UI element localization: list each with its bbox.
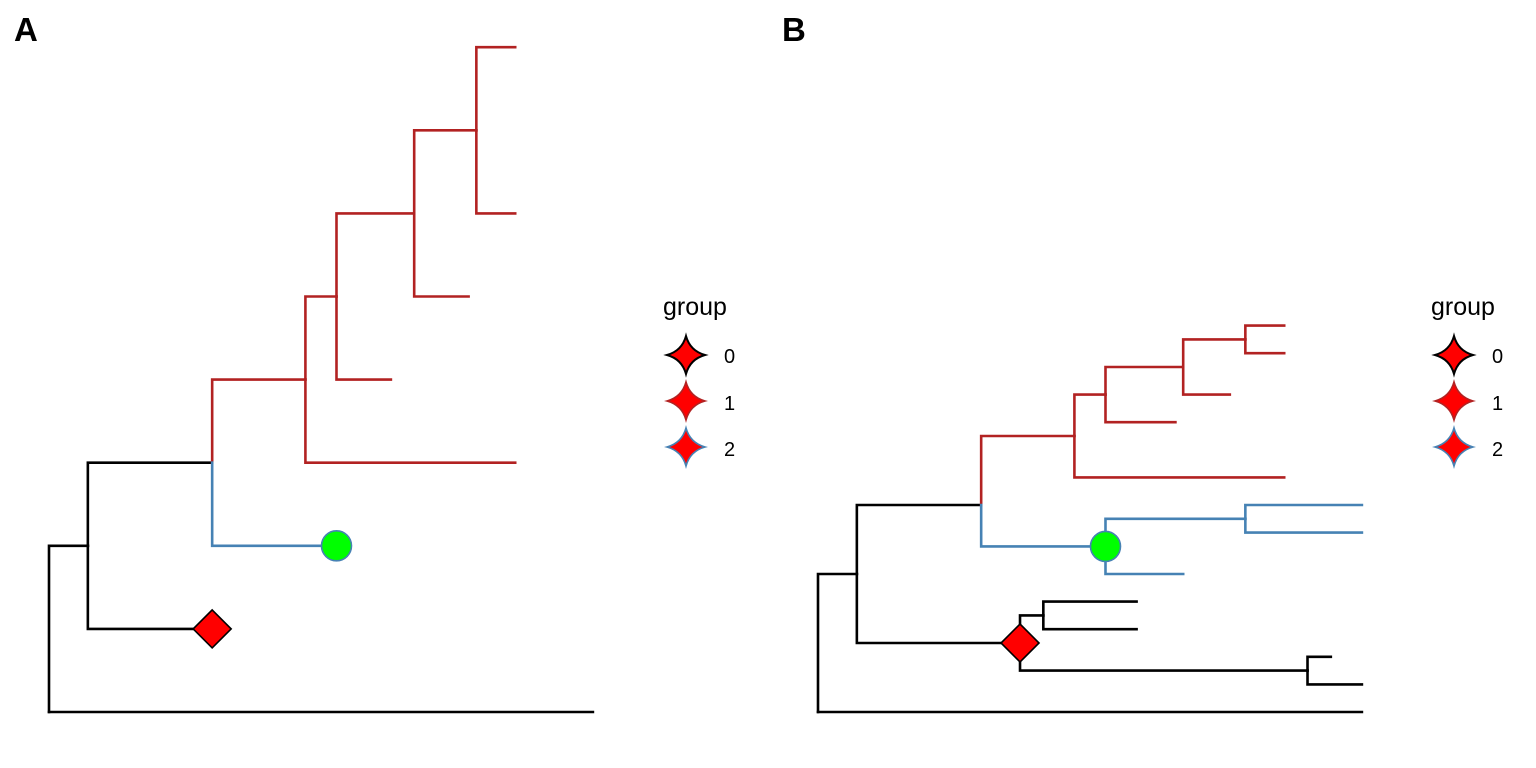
branch-b11 <box>1018 641 1309 672</box>
panel-b-tree <box>816 324 1364 714</box>
branch-t_short <box>412 212 470 298</box>
legend-key-group-1-icon <box>664 379 708 423</box>
branch-b4 <box>979 434 1076 507</box>
panel-a-legend-label-1: 1 <box>724 393 735 415</box>
panel-a-label: A <box>14 11 38 48</box>
branch-t_b8b <box>1244 338 1286 355</box>
panel-a-tree <box>47 45 595 714</box>
branch-t_b11a <box>1306 655 1333 672</box>
node-marker-diamond <box>192 608 233 650</box>
branch-a4 <box>304 295 338 381</box>
panel-b: B group 0 1 2 <box>782 11 1503 714</box>
node-marker-circle <box>320 529 353 562</box>
branch-t_b9a <box>1244 503 1364 521</box>
branch-t_circle <box>210 461 338 548</box>
branch-a6 <box>412 129 478 215</box>
panel-b-legend-item-2: 2 <box>1432 425 1503 469</box>
branch-t_b4 <box>1073 434 1286 479</box>
branch-t_b10b <box>1042 614 1138 631</box>
legend-key-group-1-icon <box>1432 379 1476 423</box>
panel-a-legend-item-2: 2 <box>664 425 735 469</box>
node-marker-diamond <box>999 622 1041 664</box>
panel-b-label: B <box>782 11 806 48</box>
legend-key-group-2-icon <box>1432 425 1476 469</box>
branch-b9 <box>1104 517 1247 548</box>
panel-a-legend-item-0: 0 <box>663 332 735 378</box>
branch-t_b11b <box>1306 669 1364 686</box>
legend-key-group-2-icon <box>664 425 708 469</box>
branch-b5 <box>979 503 1107 548</box>
branch-b7 <box>1104 365 1185 396</box>
branch-b3 <box>855 572 1022 645</box>
panel-a-legend-label-2: 2 <box>724 439 735 461</box>
branch-t_top2 <box>475 129 517 215</box>
branch-t_top1 <box>475 45 517 132</box>
branch-t_b10a <box>1042 600 1138 617</box>
branch-b8 <box>1181 338 1247 369</box>
branch-a5 <box>335 212 416 298</box>
panel-b-legend-label-1: 1 <box>1492 393 1503 415</box>
panel-b-legend-item-1: 1 <box>1432 379 1503 423</box>
panel-b-legend: group 0 1 2 <box>1431 293 1503 469</box>
panel-a-legend-label-0: 0 <box>724 346 735 368</box>
branch-t_b9b <box>1244 517 1364 534</box>
panel-a-legend-title: group <box>663 293 727 321</box>
branch-t_b7 <box>1181 365 1232 396</box>
node-marker-circle <box>1089 530 1122 563</box>
panel-a-legend-item-1: 1 <box>664 379 735 423</box>
branch-a2 <box>86 461 214 548</box>
legend-key-group-0-icon <box>663 332 709 378</box>
branch-t_long <box>304 378 517 464</box>
panel-a-legend: group 0 1 2 <box>663 293 735 469</box>
legend-key-group-0-icon <box>1431 332 1477 378</box>
branch-t_mid <box>335 295 393 381</box>
branch-t_b8a <box>1244 324 1286 341</box>
branch-b6 <box>1073 393 1107 438</box>
branch-b2 <box>855 503 983 576</box>
branch-a1 <box>47 544 90 714</box>
branch-t_diamond <box>86 544 214 631</box>
panel-b-legend-item-0: 0 <box>1431 332 1503 378</box>
branch-b1 <box>816 572 859 714</box>
panel-b-legend-label-0: 0 <box>1492 346 1503 368</box>
branch-a3 <box>210 378 307 464</box>
panel-b-legend-title: group <box>1431 293 1495 321</box>
panel-b-legend-label-2: 2 <box>1492 439 1503 461</box>
branch-t_b6 <box>1104 393 1177 424</box>
panel-a: A group 0 1 2 <box>14 11 735 714</box>
